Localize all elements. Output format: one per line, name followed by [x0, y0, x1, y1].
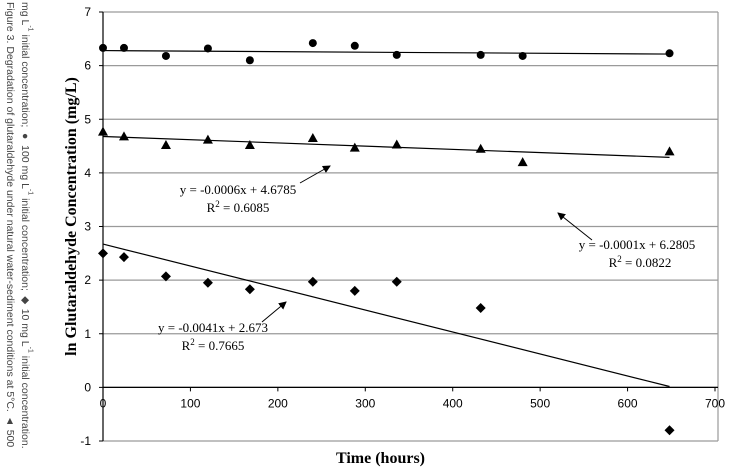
r-squared-label: R2 = 0.0822: [609, 254, 672, 270]
caption-line-1: Figure 3. Degradation of glutaraldehyde …: [4, 2, 16, 448]
x-axis-label: Time (hours): [336, 450, 425, 467]
data-point-triangle: [664, 146, 675, 156]
data-point-circle: [161, 51, 170, 60]
caption-text: initial concentration; ● 100 mg L: [19, 31, 31, 189]
y-axis-label: ln Glutaraldehyde Concentration (mg/L): [63, 77, 80, 356]
x-tick-label: 200: [268, 396, 288, 410]
annotation-arrow: [557, 212, 593, 241]
data-point-diamond: [349, 285, 360, 296]
data-point-diamond: [475, 303, 486, 314]
data-point-circle: [99, 43, 107, 52]
data-point-circle: [308, 39, 317, 48]
data-point-circle: [518, 51, 527, 60]
data-point-circle: [350, 41, 359, 50]
data-point-diamond: [98, 248, 108, 259]
caption-text: initial concentration.: [19, 352, 31, 449]
annotation-arrow: [299, 165, 331, 184]
y-tick-label: 4: [84, 166, 91, 180]
x-tick-label: 700: [705, 396, 725, 410]
data-point-diamond: [118, 252, 129, 263]
x-tick-label: 300: [355, 396, 375, 410]
y-tick-label: 6: [84, 59, 91, 73]
data-point-diamond: [160, 271, 171, 282]
trendline-diamond: [102, 243, 670, 388]
annotation-arrow: [261, 301, 287, 323]
trendline-triangle: [102, 135, 670, 158]
data-point-circle: [203, 44, 212, 53]
data-point-circle: [392, 50, 401, 59]
x-tick-label: 600: [618, 396, 638, 410]
trend-equation: y = -0.0006x + 4.6785: [180, 182, 297, 197]
data-point-diamond: [391, 276, 402, 287]
data-point-diamond: [664, 425, 675, 436]
data-point-triangle: [244, 139, 255, 149]
caption-sup: -1: [26, 188, 34, 196]
y-tick-label: 5: [84, 112, 91, 126]
data-point-triangle: [517, 157, 528, 167]
data-point-triangle: [160, 139, 171, 149]
data-point-diamond: [244, 284, 255, 295]
data-point-diamond: [202, 277, 213, 288]
data-point-triangle: [98, 126, 108, 136]
caption-sup: -1: [26, 346, 34, 353]
data-point-circle: [476, 50, 485, 59]
y-tick-label: 3: [84, 220, 91, 234]
x-tick-label: 500: [530, 396, 550, 410]
y-tick-label: 1: [84, 327, 91, 341]
y-tick-label: 2: [84, 273, 91, 287]
data-point-triangle: [391, 139, 402, 149]
data-point-triangle: [349, 142, 360, 152]
data-point-circle: [665, 49, 674, 58]
r-squared-label: R2 = 0.7665: [182, 337, 245, 353]
r-squared-label: R2 = 0.6085: [207, 199, 270, 215]
x-tick-label: 0: [100, 396, 107, 410]
data-point-triangle: [202, 134, 213, 144]
caption-sup: -1: [26, 25, 34, 32]
x-tick-label: 100: [180, 396, 200, 410]
data-point-triangle: [307, 133, 318, 143]
x-tick-label: 400: [443, 396, 463, 410]
caption-text: mg L: [19, 2, 31, 26]
trendline-circle: [102, 49, 670, 55]
data-point-diamond: [307, 276, 318, 287]
data-point-circle: [245, 56, 254, 65]
trend-equation: y = -0.0001x + 6.2805: [579, 237, 696, 252]
caption-text: initial concentration; ◆ 10 mg L: [19, 195, 31, 347]
data-point-triangle: [475, 143, 486, 153]
data-point-circle: [119, 43, 128, 52]
figure-caption: Figure 3. Degradation of glutaraldehyde …: [2, 2, 38, 472]
y-tick-label: -1: [80, 434, 91, 448]
caption-line-2: mg L-1 initial concentration; ● 100 mg L…: [17, 2, 38, 472]
trend-equation: y = -0.0041x + 2.673: [158, 320, 268, 335]
y-tick-label: 0: [84, 380, 91, 394]
data-point-triangle: [118, 131, 129, 141]
y-tick-label: 7: [84, 5, 91, 19]
